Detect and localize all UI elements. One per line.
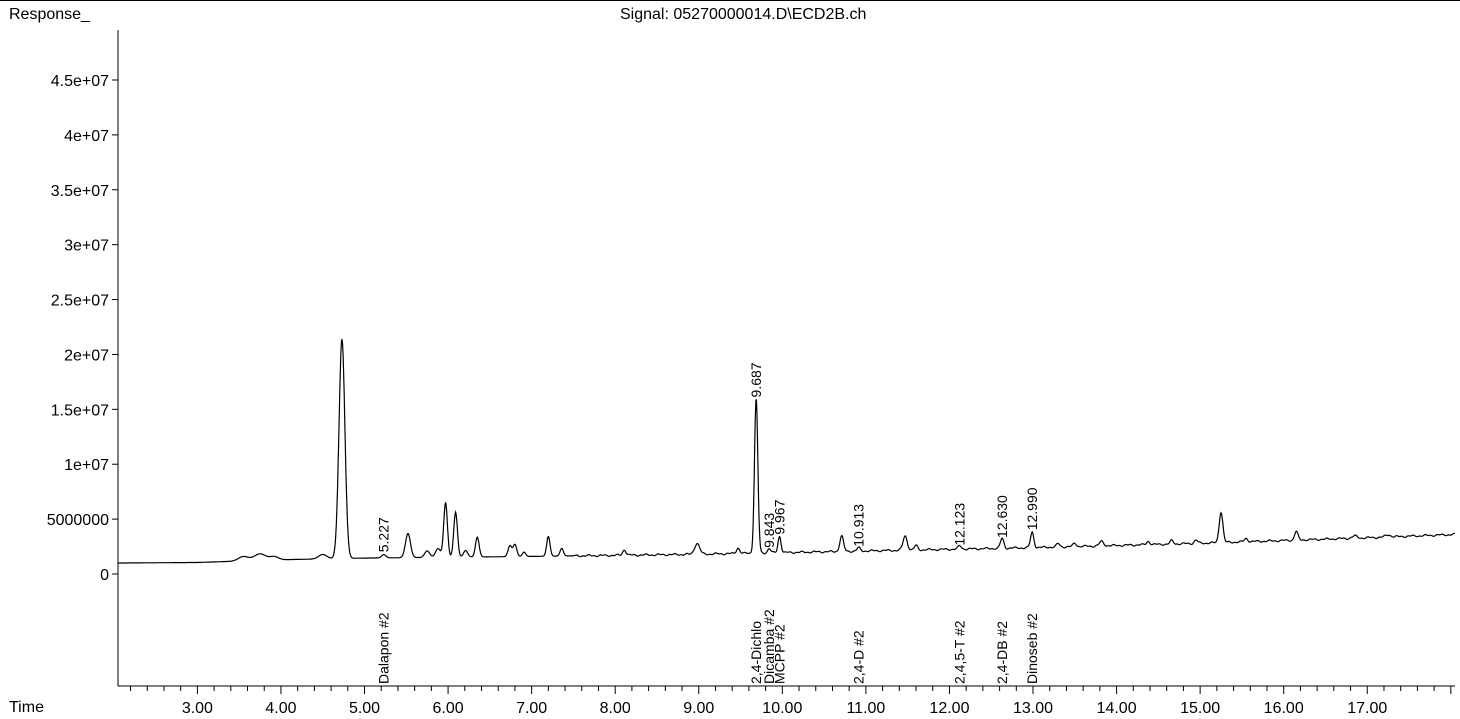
compound-label: 2,4-DB #2 [994,621,1010,684]
x-tick-label: 17.00 [1347,700,1387,717]
compound-label: Dinoseb #2 [1024,613,1040,684]
x-tick-label: 16.00 [1264,700,1304,717]
y-tick-label: 2e+07 [64,347,109,364]
peak-rt-label: 9.843 [761,513,777,548]
chart-title: Signal: 05270000014.D\ECD2B.ch [620,6,867,23]
y-tick-label: 2.5e+07 [51,293,109,310]
y-axis-label: Response_ [9,6,90,23]
compound-label: MCPP #2 [772,624,788,684]
x-tick-label: 11.00 [846,700,885,717]
y-tick-label: 3.5e+07 [51,183,109,200]
compound-label: 2,4-D #2 [851,630,867,684]
y-tick-label: 1.5e+07 [51,402,109,419]
peak-rt-label: 5.227 [375,517,391,552]
x-tick-label: 9.00 [683,700,714,717]
x-tick-label: 6.00 [433,700,464,717]
x-tick-label: 12.00 [929,700,969,717]
x-tick-label: 7.00 [516,700,547,717]
peak-rt-label: 9.967 [772,499,788,534]
peak-rt-label: 10.913 [851,504,867,547]
compound-label: Dalapon #2 [375,612,391,684]
x-tick-label: 4.00 [265,700,296,717]
x-tick-label: 14.00 [1097,700,1137,717]
peak-rt-label: 12.990 [1024,487,1040,530]
x-tick-label: 8.00 [600,700,631,717]
y-tick-label: 4.5e+07 [51,73,109,90]
x-tick-label: 3.00 [182,700,213,717]
axes: 0 5000000 1e+07 1.5e+07 2e+07 2.5e+07 3e+07 3.5… [47,30,1455,717]
signal-line [118,338,1456,564]
x-tick-label: 10.00 [762,700,802,717]
peak-rt-label: 12.123 [952,503,968,546]
y-tick-label: 1e+07 [64,457,109,474]
y-tick-label: 4e+07 [64,128,109,145]
y-tick-label: 5000000 [47,512,109,529]
peak-rt-label: 9.687 [748,362,764,397]
top-border [0,0,1460,1]
compound-label: Dicamba #2 [761,609,777,684]
x-tick-label: 13.00 [1013,700,1053,717]
x-axis-label: Time [9,699,44,716]
y-tick-label: 3e+07 [64,238,109,255]
compound-label: 2,4-Dichlo [748,621,764,684]
x-tick-label: 5.00 [349,700,380,717]
peak-rt-label: 12.630 [994,495,1010,538]
compound-label: 2,4,5-T #2 [952,620,968,684]
x-tick-label: 15.00 [1180,700,1220,717]
signal-trace [118,338,1456,564]
y-tick-label: 0 [100,567,109,584]
